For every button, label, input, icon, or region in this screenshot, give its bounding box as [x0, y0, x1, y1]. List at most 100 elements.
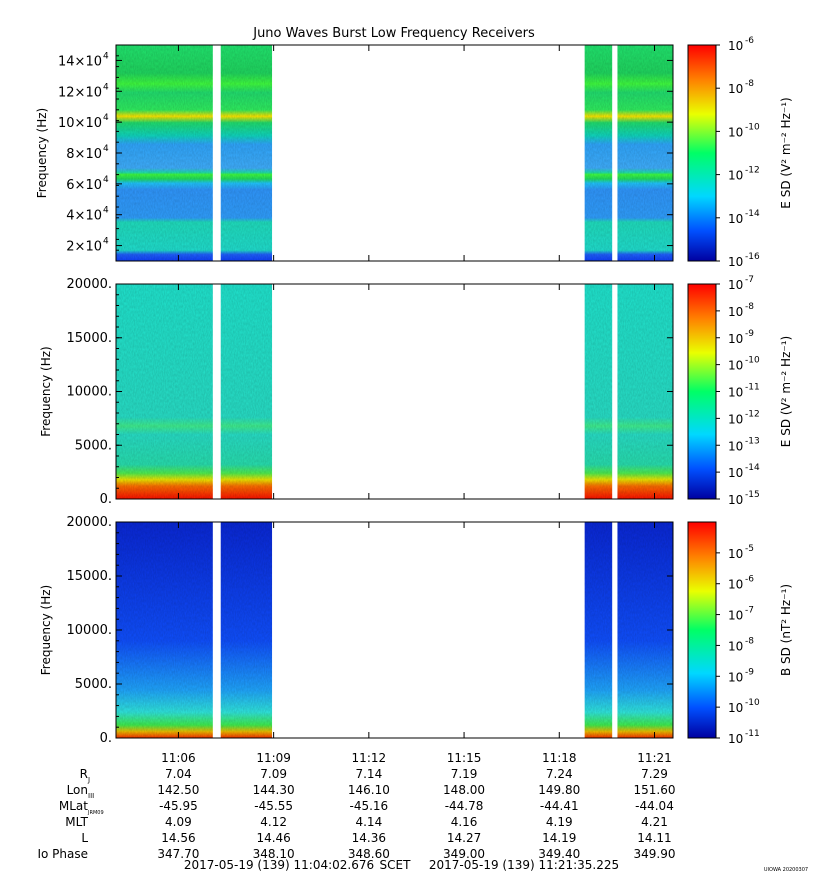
colorbar-tick-exponent: -8 [745, 636, 754, 646]
colorbar-tick-label: 10 [728, 125, 743, 139]
ephemeris-value: 349.90 [633, 847, 675, 861]
ephemeris-value: -44.41 [540, 799, 579, 813]
colorbar-tick-exponent: -10 [745, 122, 760, 132]
ephemeris-value: 144.30 [253, 783, 295, 797]
colorbar [687, 44, 717, 262]
panel-e-field-high: 2×10 44×10 46×10 48×10 410×10 412×10 414×10 4Fr… [35, 36, 793, 269]
ephemeris-row-label: MLat [59, 799, 88, 813]
y-tick-exponent: 4 [103, 206, 109, 216]
footer-start-time: 2017-05-19 (139) 11:04:02.676 [184, 858, 374, 872]
colorbar-tick-label: 10 [728, 639, 743, 653]
colorbar-tick-exponent: -8 [745, 302, 754, 312]
colorbar-tick-exponent: -12 [745, 409, 760, 419]
colorbar-tick-exponent: -8 [745, 79, 754, 89]
colorbar-tick-label: 10 [728, 39, 743, 53]
spectrogram-texture [116, 284, 213, 499]
colorbar [687, 521, 717, 739]
ephemeris-value: 7.14 [355, 767, 382, 781]
colorbar-tick-exponent: -11 [745, 383, 760, 393]
ephemeris-value: 151.60 [633, 783, 675, 797]
ephemeris-value: 14.56 [161, 831, 195, 845]
time-tick-label: 11:18 [542, 751, 577, 765]
colorbar-tick-exponent: -15 [745, 490, 760, 500]
colorbar-tick-exponent: -10 [745, 356, 760, 366]
y-tick-exponent: 4 [103, 113, 109, 123]
spectrogram-texture [220, 522, 273, 738]
y-tick-label: 15000. [67, 569, 113, 584]
y-tick-exponent: 4 [103, 237, 109, 247]
colorbar-tick-exponent: -10 [745, 698, 760, 708]
colorbar-tick-label: 10 [728, 412, 743, 426]
y-tick-label: 20000. [67, 277, 113, 292]
y-tick-label: 2×10 [66, 240, 102, 255]
ephemeris-value: 149.80 [538, 783, 580, 797]
colorbar-tick-label: 10 [728, 278, 743, 292]
y-tick-label: 5000. [75, 677, 112, 692]
colorbar-tick-exponent: -14 [745, 463, 760, 473]
y-tick-label: 4×10 [66, 209, 102, 224]
time-tick-label: 11:06 [161, 751, 196, 765]
y-tick-label: 15000. [67, 331, 113, 346]
y-tick-exponent: 4 [103, 144, 109, 154]
colorbar-tick-exponent: -5 [745, 544, 754, 554]
ephemeris-row-label: Io Phase [37, 847, 88, 861]
ephemeris-row-subscript: III [88, 792, 94, 800]
ephemeris-row-label: L [81, 831, 88, 845]
ephemeris-value: -45.55 [254, 799, 293, 813]
ephemeris-value: -44.78 [445, 799, 484, 813]
y-tick-exponent: 4 [103, 82, 109, 92]
ephemeris-value: 348.10 [253, 847, 295, 861]
colorbar-tick-label: 10 [728, 386, 743, 400]
y-axis-label: Frequency (Hz) [39, 346, 53, 437]
y-tick-label: 10000. [67, 623, 113, 638]
time-tick-label: 11:12 [352, 751, 387, 765]
spectrogram-texture [220, 45, 273, 261]
colorbar-tick-label: 10 [728, 359, 743, 373]
ephemeris-value: 142.50 [157, 783, 199, 797]
ephemeris-table: R J 7.04 7.09 7.14 7.19 7.24 7.29 Lon III 142.50 14… [37, 767, 675, 861]
colorbar-tick-exponent: -16 [745, 252, 760, 262]
ephemeris-row-label: MLT [65, 815, 88, 829]
y-tick-label: 0. [100, 492, 112, 507]
ephemeris-value: 148.00 [443, 783, 485, 797]
colorbar-label: E SD (V² m⁻² Hz⁻¹) [779, 336, 793, 447]
colorbar-tick-exponent: -9 [745, 667, 754, 677]
colorbar-tick-label: 10 [728, 701, 743, 715]
y-axis-label: Frequency (Hz) [39, 585, 53, 676]
ephemeris-value: 146.10 [348, 783, 390, 797]
colorbar-tick-exponent: -13 [745, 436, 760, 446]
colorbar-tick-label: 10 [728, 82, 743, 96]
ephemeris-value: 7.19 [451, 767, 478, 781]
spectrogram-texture [116, 45, 213, 261]
ephemeris-value: -45.95 [159, 799, 198, 813]
ephemeris-row-label: R [80, 767, 88, 781]
time-tick-label: 11:21 [637, 751, 672, 765]
ephemeris-value: 4.14 [355, 815, 382, 829]
footer-end-time: 2017-05-19 (139) 11:21:35.225 [429, 858, 619, 872]
y-tick-label: 14×10 [58, 54, 102, 69]
ephemeris-value: 349.00 [443, 847, 485, 861]
y-tick-label: 20000. [67, 515, 113, 530]
colorbar-tick-exponent: -14 [745, 209, 760, 219]
y-tick-label: 6×10 [66, 178, 102, 193]
spectrogram-texture [220, 284, 273, 499]
ephemeris-row-label: Lon [67, 783, 88, 797]
ephemeris-row-subscript: J [87, 776, 90, 784]
spectrogram-texture [617, 284, 673, 499]
ephemeris-value: 7.24 [546, 767, 573, 781]
colorbar-label: B SD (nT² Hz⁻¹) [779, 584, 793, 676]
colorbar [687, 283, 717, 500]
colorbar-tick-label: 10 [728, 212, 743, 226]
ephemeris-value: -45.16 [350, 799, 389, 813]
time-tick-label: 11:09 [256, 751, 291, 765]
y-tick-exponent: 4 [103, 175, 109, 185]
colorbar-tick-exponent: -7 [745, 606, 754, 616]
ephemeris-value: 4.16 [451, 815, 478, 829]
ephemeris-row-subscript: JRM09 [87, 810, 104, 816]
y-tick-label: 12×10 [58, 85, 102, 100]
ephemeris-value: 7.09 [260, 767, 287, 781]
y-tick-label: 5000. [75, 438, 112, 453]
ephemeris-value: 7.04 [165, 767, 192, 781]
ephemeris-value: 14.36 [352, 831, 386, 845]
y-tick-exponent: 4 [103, 51, 109, 61]
